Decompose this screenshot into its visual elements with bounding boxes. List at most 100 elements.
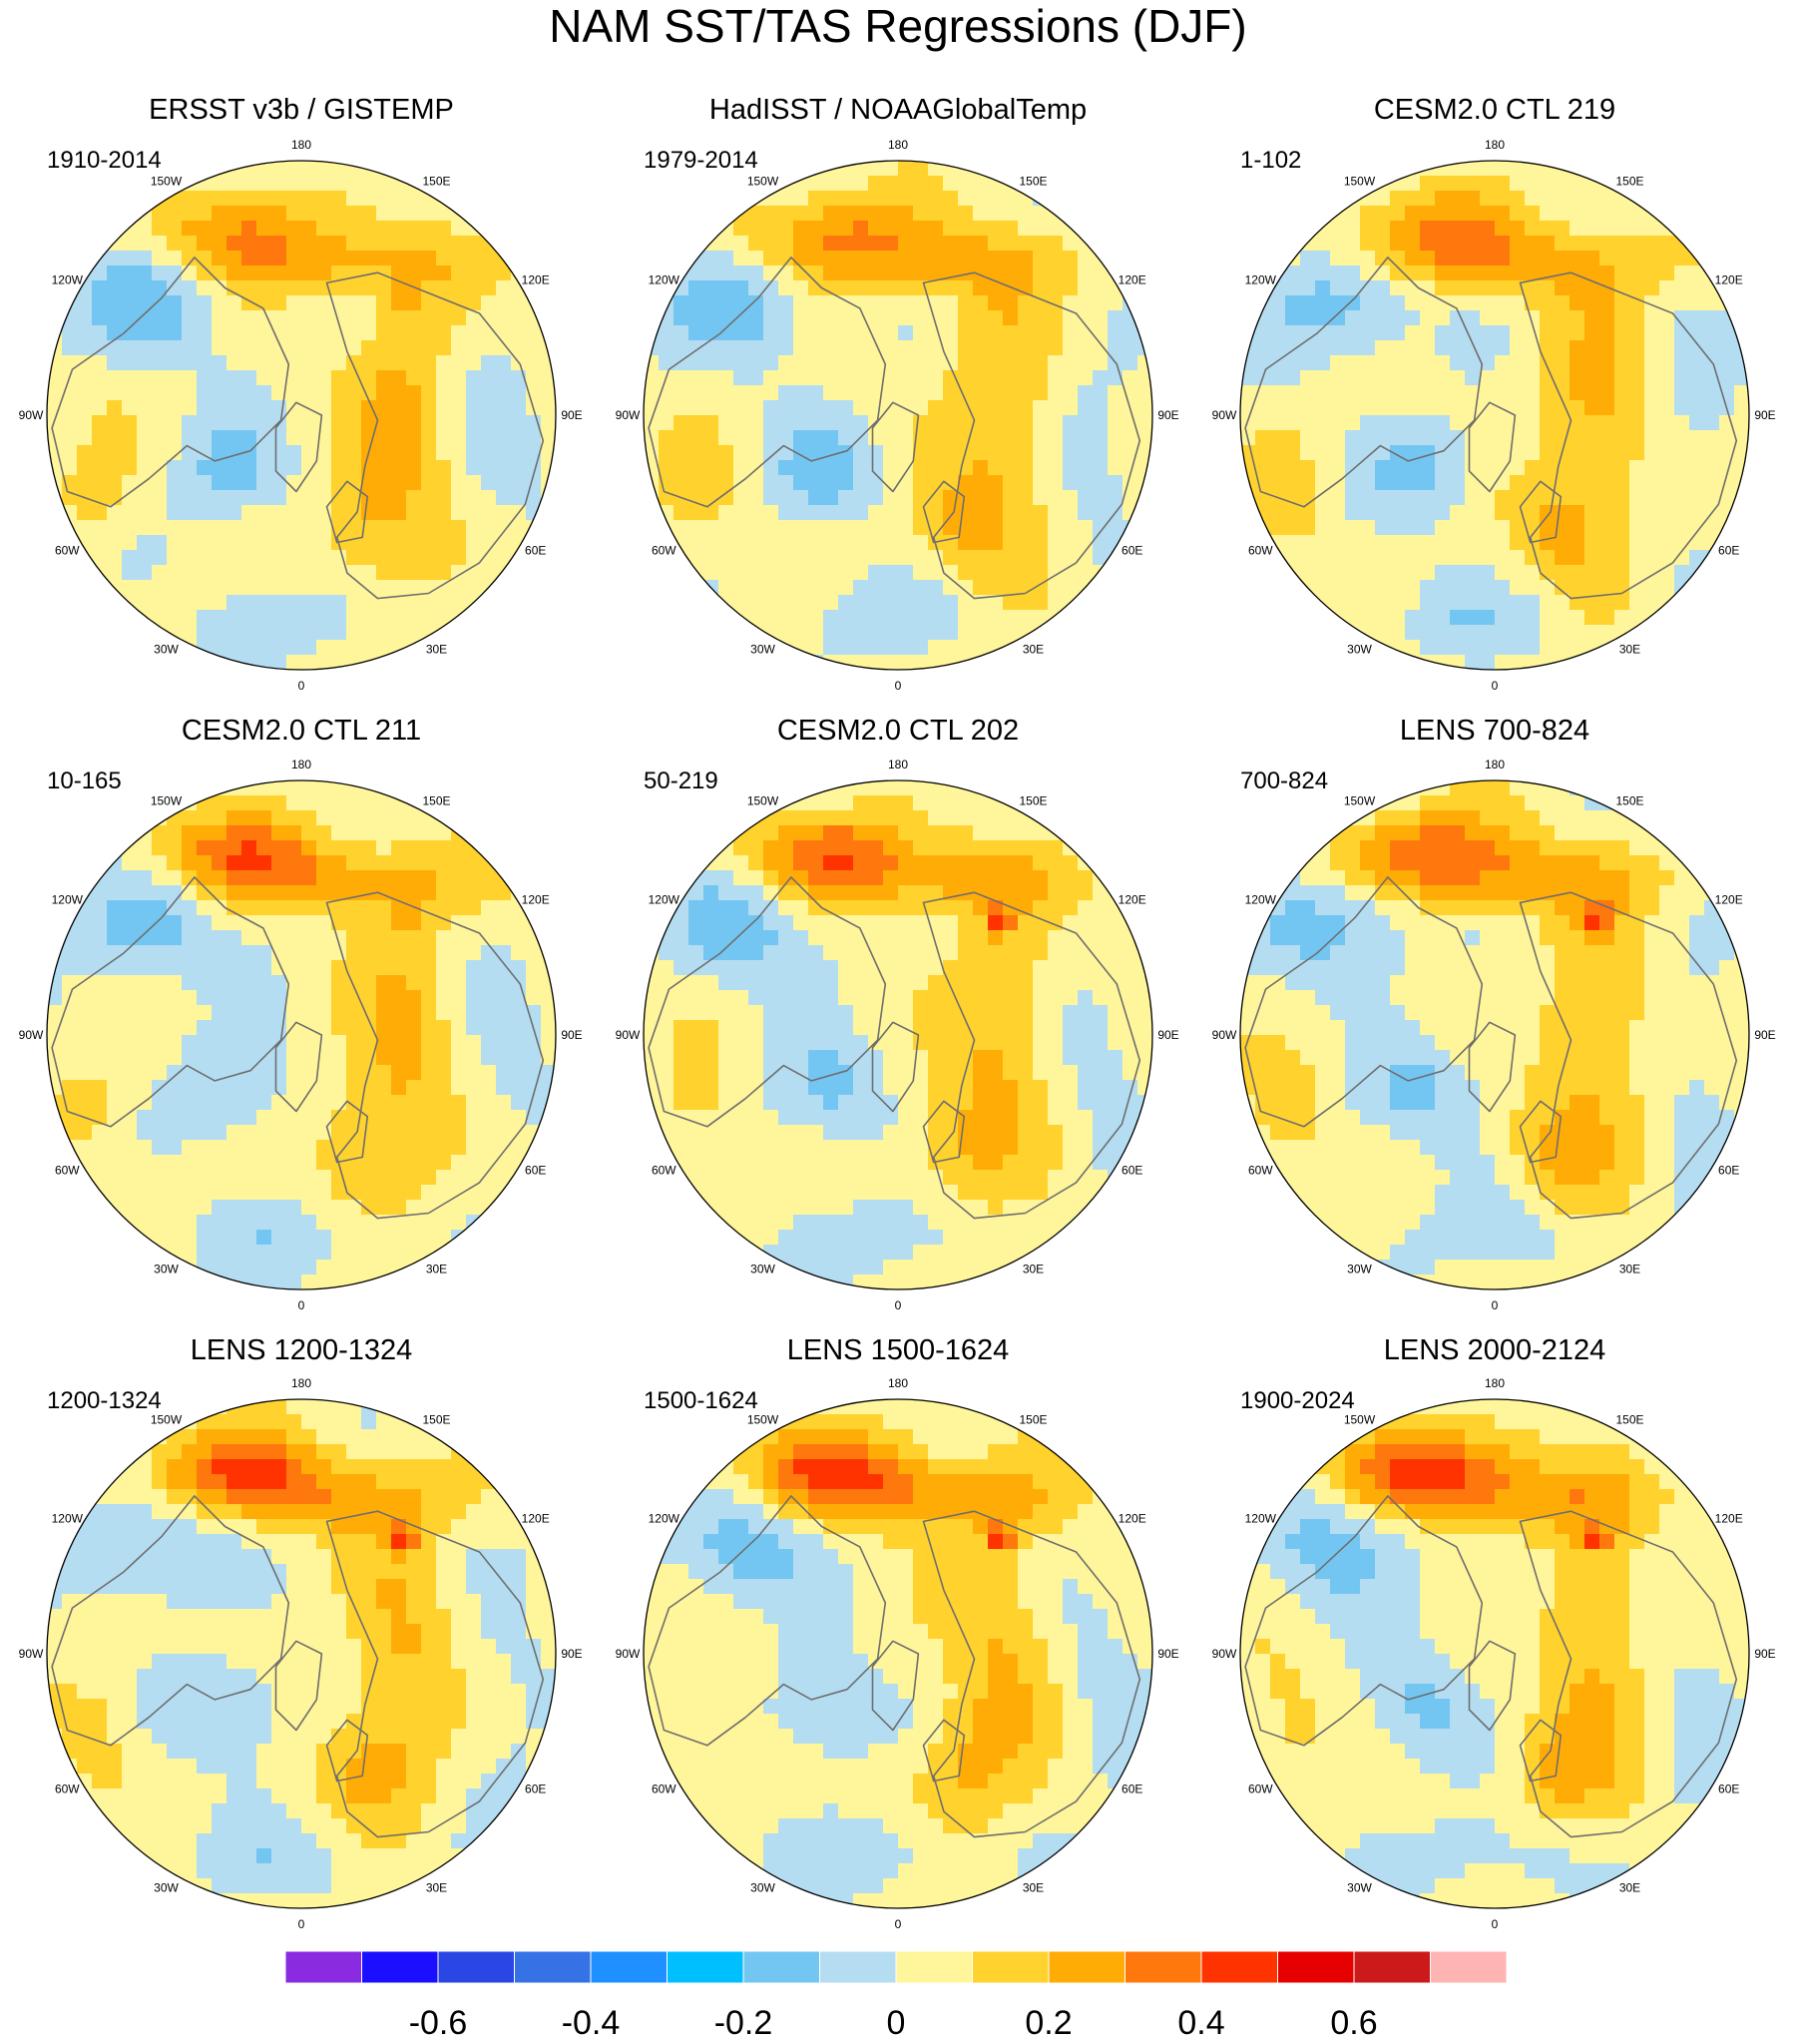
map-border	[1239, 1398, 1750, 1909]
longitude-label: 90E	[1754, 408, 1775, 422]
longitude-label: 150E	[1615, 793, 1643, 807]
colorbar-box	[742, 1950, 820, 1984]
anomaly-field	[47, 161, 556, 670]
panel-title: LENS 1200-1324	[191, 1334, 413, 1366]
panel-period: 50-219	[644, 767, 718, 794]
panel-period: 1-102	[1240, 147, 1301, 174]
colorbar-box	[1200, 1950, 1278, 1984]
longitude-label: 120E	[1715, 1512, 1743, 1526]
panel-period: 10-165	[47, 767, 122, 794]
colorbar-tick-label: -0.6	[409, 2004, 468, 2042]
longitude-label: 30W	[750, 643, 775, 657]
longitude-label: 60W	[55, 1783, 80, 1796]
map-panel: HadISST / NOAAGlobalTemp 1979-2014 180 150E…	[616, 94, 1179, 693]
coastline	[51, 1495, 545, 1838]
map-panel: CESM2.0 CTL 211 10-165 180 150E 120E 90E 60E 30…	[19, 715, 583, 1312]
coastline	[648, 256, 1141, 600]
longitude-label: 30E	[1023, 1263, 1044, 1277]
longitude-label: 60E	[1718, 544, 1739, 558]
longitude-label: 60E	[1718, 1783, 1739, 1796]
longitude-label: 180	[291, 1376, 311, 1390]
longitude-label: 90W	[1212, 408, 1237, 422]
longitude-label: 120E	[1715, 273, 1743, 287]
panel-period: 1900-2024	[1240, 1387, 1355, 1414]
colorbar-box	[361, 1950, 439, 1984]
panel-title: CESM2.0 CTL 211	[182, 715, 421, 747]
longitude-label: 30E	[1023, 1881, 1044, 1895]
longitude-label: 30W	[154, 643, 179, 657]
longitude-label: 90W	[616, 408, 641, 422]
panel-title: LENS 700-824	[1400, 715, 1589, 747]
longitude-label: 90E	[1157, 408, 1178, 422]
longitude-label: 30E	[1619, 643, 1640, 657]
colorbar-box	[1048, 1950, 1125, 1984]
panel-period: 1200-1324	[47, 1387, 162, 1414]
panel-title: HadISST / NOAAGlobalTemp	[709, 94, 1087, 126]
figure-title: NAM SST/TAS Regressions (DJF)	[549, 0, 1246, 52]
colorbar-box	[514, 1950, 592, 1984]
anomaly-field	[644, 780, 1152, 1289]
panel-period: 1500-1624	[644, 1387, 758, 1414]
colorbar-tick-label: 0	[887, 2004, 906, 2042]
coastline	[1244, 256, 1738, 600]
longitude-label: 150W	[1344, 793, 1376, 807]
longitude-label: 60W	[1248, 544, 1273, 558]
longitude-label: 30E	[1619, 1881, 1640, 1895]
longitude-label: 30E	[1023, 643, 1044, 657]
map-border	[643, 160, 1153, 671]
longitude-label: 60W	[1248, 1783, 1273, 1796]
panel-title: CESM2.0 CTL 202	[777, 715, 1019, 747]
longitude-label: 120E	[522, 1512, 550, 1526]
longitude-label: 90E	[561, 408, 582, 422]
longitude-label: 180	[888, 758, 908, 771]
map-border	[46, 779, 557, 1290]
map-border	[46, 160, 557, 671]
map-border	[46, 1398, 557, 1909]
longitude-label: 90W	[19, 1647, 44, 1661]
longitude-label: 120E	[1119, 893, 1146, 907]
longitude-label: 30W	[1347, 643, 1372, 657]
map-panel: CESM2.0 CTL 219 1-102 180 150E 120E 90E 60E 30E…	[1212, 94, 1776, 693]
longitude-label: 30E	[426, 643, 447, 657]
map-border	[1239, 160, 1750, 671]
longitude-label: 0	[895, 1917, 902, 1931]
longitude-label: 180	[1485, 758, 1505, 771]
colorbar-box	[1124, 1950, 1202, 1984]
longitude-label: 90W	[19, 408, 44, 422]
colorbar-tick-label: 0.2	[1025, 2004, 1072, 2042]
colorbar-tick-label: -0.2	[714, 2004, 773, 2042]
anomaly-field	[47, 1399, 556, 1908]
coastline	[648, 876, 1141, 1220]
longitude-label: 60E	[1122, 1783, 1142, 1796]
longitude-label: 150E	[1615, 1412, 1643, 1426]
longitude-label: 60W	[652, 544, 676, 558]
longitude-label: 30W	[750, 1881, 775, 1895]
longitude-label: 90W	[616, 1028, 641, 1042]
longitude-label: 150E	[422, 174, 450, 188]
longitude-label: 90E	[1754, 1028, 1775, 1042]
map-panel: ERSST v3b / GISTEMP 1910-2014 180 150E 120E 9…	[19, 94, 583, 693]
longitude-label: 180	[888, 138, 908, 152]
longitude-label: 30W	[750, 1263, 775, 1277]
colorbar-box	[437, 1950, 515, 1984]
longitude-label: 150E	[1019, 793, 1047, 807]
longitude-label: 180	[1485, 138, 1505, 152]
longitude-label: 120E	[1715, 893, 1743, 907]
longitude-label: 90W	[1212, 1647, 1237, 1661]
colorbar-box	[1430, 1950, 1508, 1984]
longitude-label: 150W	[151, 1412, 183, 1426]
longitude-label: 60W	[652, 1783, 676, 1796]
longitude-label: 90E	[561, 1647, 582, 1661]
longitude-label: 0	[298, 679, 305, 693]
longitude-label: 180	[888, 1376, 908, 1390]
map-border	[643, 779, 1153, 1290]
longitude-label: 30W	[154, 1263, 179, 1277]
longitude-label: 120W	[52, 1512, 84, 1526]
longitude-label: 120W	[649, 893, 680, 907]
panel-period: 1910-2014	[47, 147, 162, 174]
longitude-label: 90W	[616, 1647, 641, 1661]
colorbar-box	[1277, 1950, 1355, 1984]
longitude-label: 0	[298, 1917, 305, 1931]
longitude-label: 90E	[1754, 1647, 1775, 1661]
longitude-label: 150E	[1019, 174, 1047, 188]
